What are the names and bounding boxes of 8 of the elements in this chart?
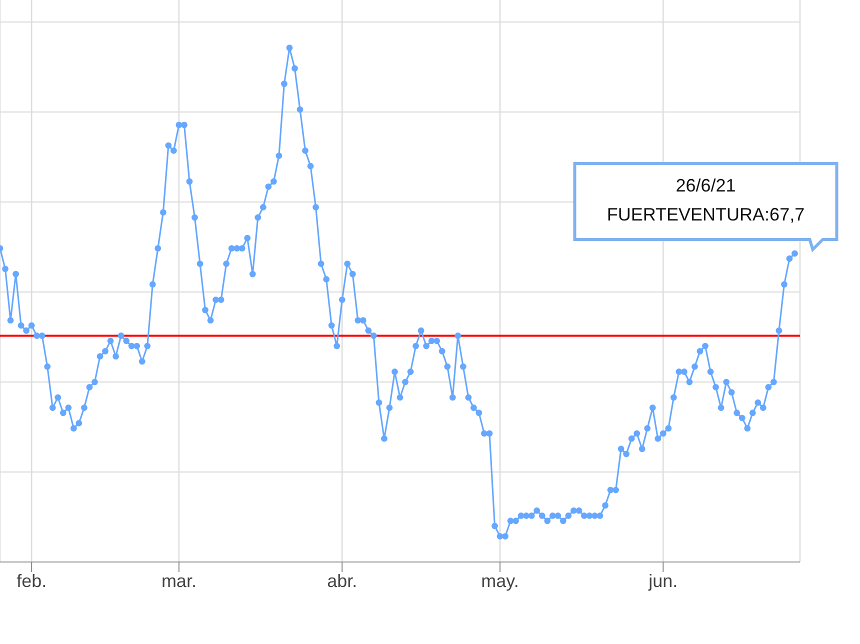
x-tick-label: abr. — [327, 570, 358, 591]
tooltip-callout: 26/6/21 FUERTEVENTURA:67,7 — [573, 162, 838, 252]
x-tick-label: jun. — [648, 570, 678, 591]
x-tick-label: feb. — [16, 570, 47, 591]
annotation: 26/6/21 — [676, 175, 736, 196]
annotation: FUERTEVENTURA:67,7 — [606, 204, 805, 224]
x-tick-label: mar. — [161, 570, 196, 591]
x-tick-label: may. — [481, 570, 519, 591]
